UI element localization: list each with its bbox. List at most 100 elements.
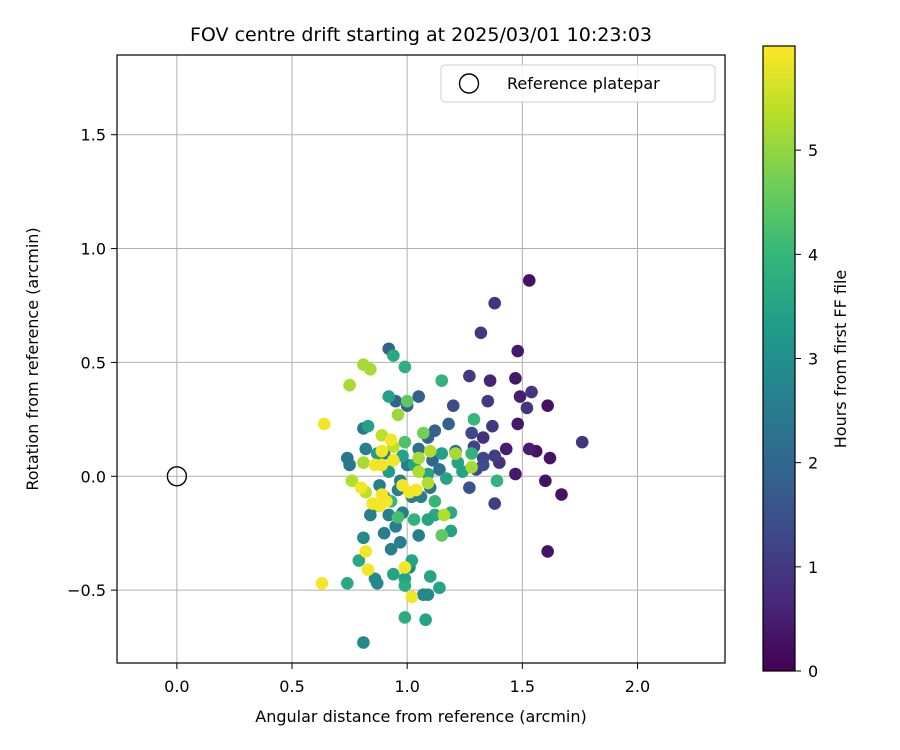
- x-tick-label: 0.0: [164, 677, 189, 696]
- y-tick-label: −0.5: [67, 581, 106, 600]
- data-point: [435, 374, 449, 387]
- data-point: [440, 472, 453, 485]
- data-point: [488, 296, 501, 310]
- data-point: [405, 590, 419, 604]
- data-point: [398, 611, 412, 624]
- data-point: [398, 435, 412, 449]
- data-point: [364, 508, 377, 522]
- data-point: [364, 362, 377, 376]
- x-tick-label: 1.0: [394, 677, 419, 696]
- data-point: [442, 417, 455, 431]
- data-point: [398, 579, 412, 592]
- data-point: [539, 474, 552, 488]
- colorbar-tick-label: 5: [808, 141, 818, 160]
- data-point: [354, 481, 368, 494]
- data-point: [359, 545, 373, 558]
- data-point: [463, 369, 476, 383]
- data-point: [345, 474, 359, 488]
- data-point: [361, 419, 375, 433]
- data-point: [423, 444, 437, 458]
- data-point: [421, 476, 435, 490]
- data-point: [384, 433, 398, 447]
- data-point: [446, 399, 460, 412]
- data-point: [412, 442, 425, 456]
- data-points: [315, 274, 589, 649]
- data-point: [407, 513, 421, 526]
- data-point: [398, 561, 412, 574]
- colorbar-tick-label: 3: [808, 350, 818, 369]
- data-point: [357, 531, 370, 545]
- data-point: [423, 570, 437, 583]
- data-point: [476, 431, 490, 444]
- colorbar-tick-label: 1: [808, 558, 818, 577]
- data-point: [490, 474, 504, 488]
- data-point: [486, 419, 499, 433]
- data-point: [361, 563, 375, 576]
- data-point: [398, 360, 412, 374]
- data-point: [499, 442, 513, 456]
- data-point: [412, 529, 425, 542]
- data-point: [449, 447, 462, 460]
- data-point: [541, 545, 554, 558]
- data-point: [481, 394, 495, 408]
- y-axis-label: Rotation from reference (arcmin): [23, 227, 42, 490]
- chart-title: FOV centre drift starting at 2025/03/01 …: [190, 24, 652, 46]
- data-point: [465, 447, 478, 460]
- data-point: [375, 444, 389, 458]
- legend-box: [440, 64, 716, 103]
- data-point: [522, 274, 536, 287]
- data-point: [522, 442, 536, 456]
- x-tick-label: 2.0: [625, 677, 650, 696]
- data-point: [575, 435, 589, 449]
- y-tick-label: 0.5: [81, 353, 106, 372]
- data-point: [421, 513, 435, 526]
- y-axis-ticks: −0.5 0.0 0.5 1.0 1.5: [67, 126, 117, 600]
- data-point: [509, 372, 522, 385]
- data-point: [435, 447, 449, 460]
- data-point: [511, 344, 525, 358]
- colorbar-ticks: 0 1 2 3 4 5: [795, 141, 818, 681]
- data-point: [476, 458, 490, 472]
- data-point: [433, 581, 446, 595]
- x-tick-label: 0.5: [279, 677, 304, 696]
- data-point: [384, 542, 398, 556]
- colorbar: 0 1 2 3 4 5 Hours from first FF file: [762, 45, 850, 681]
- data-point: [421, 588, 435, 601]
- x-tick-label: 1.5: [510, 677, 535, 696]
- data-point: [357, 636, 370, 649]
- y-tick-label: 0.0: [81, 467, 106, 486]
- y-tick-label: 1.5: [81, 126, 106, 145]
- plot-area-frame: [116, 54, 726, 664]
- data-point: [520, 401, 534, 415]
- data-point: [417, 426, 430, 440]
- y-tick-label: 1.0: [81, 240, 106, 259]
- data-point: [463, 481, 476, 494]
- data-point: [343, 458, 356, 472]
- data-point: [428, 495, 442, 508]
- data-point: [317, 417, 331, 431]
- data-point: [382, 390, 396, 403]
- data-point: [419, 613, 432, 627]
- reference-platepar-marker: [166, 466, 188, 487]
- data-point: [373, 499, 386, 513]
- data-point: [391, 510, 405, 524]
- data-point: [437, 508, 451, 522]
- data-point: [467, 413, 481, 426]
- data-point: [474, 326, 488, 340]
- x-axis-label: Angular distance from reference (arcmin): [255, 707, 586, 726]
- colorbar-label: Hours from first FF file: [831, 270, 850, 449]
- data-point: [391, 408, 405, 422]
- x-axis-ticks: 0.0 0.5 1.0 1.5 2.0: [164, 663, 650, 696]
- data-point: [400, 394, 414, 408]
- data-point: [359, 442, 373, 456]
- data-point: [435, 529, 449, 542]
- data-point: [412, 451, 425, 465]
- data-point: [375, 458, 389, 472]
- data-point: [525, 385, 538, 399]
- colorbar-tick-label: 2: [808, 454, 818, 473]
- data-point: [393, 536, 407, 549]
- colorbar-tick-label: 4: [808, 245, 818, 264]
- data-point: [315, 576, 329, 590]
- colorbar-gradient: [762, 45, 796, 672]
- data-point: [341, 576, 354, 590]
